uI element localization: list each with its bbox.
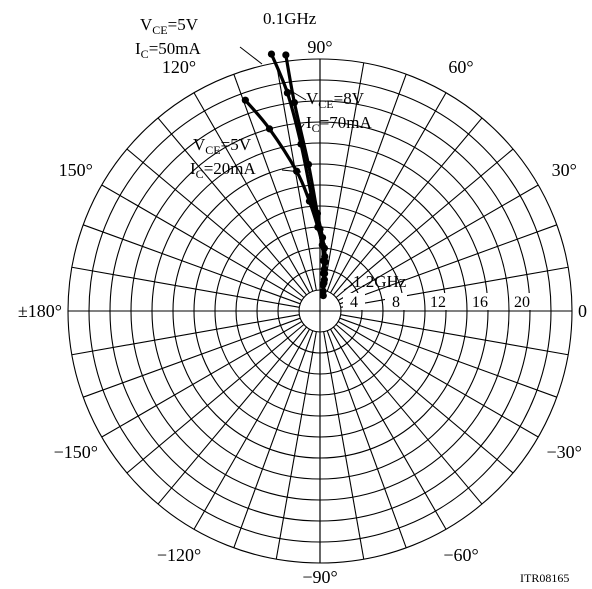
series-3-point-4 [314, 223, 322, 231]
series-1-leader [239, 46, 263, 65]
curves [241, 50, 329, 300]
series-2-label-ic: IC=70mA [306, 113, 372, 135]
series-3-point-7 [320, 269, 328, 277]
angle-label--90: −90° [302, 567, 337, 587]
grid-spoke-260 [275, 331, 317, 560]
series-labels: VCE=5V IC=50mA VCE=8V IC=70mA VCE=5V IC=… [135, 9, 407, 291]
tick-bg-8 [385, 293, 407, 310]
angle-label-90: 90° [307, 37, 332, 57]
grid-spoke-10 [340, 266, 569, 308]
grid-spoke-320 [335, 324, 514, 474]
series-2-leader-a [285, 87, 307, 101]
grid-spoke-200 [83, 317, 301, 398]
figure-id: ITR08165 [520, 571, 569, 585]
grid-spoke-60 [330, 92, 447, 294]
grid-spoke-100 [275, 62, 317, 291]
angle-label--120: −120° [157, 545, 201, 565]
grid-spoke-150 [101, 184, 303, 301]
radial-tick-label-12: 12 [430, 294, 446, 311]
series-2-point-8 [319, 287, 327, 295]
angle-label-30: 30° [552, 160, 577, 180]
tick-bg-16 [469, 293, 491, 310]
grid-spoke-250 [233, 330, 314, 548]
angle-label-60: 60° [448, 57, 473, 77]
grid-spoke-70 [326, 74, 407, 292]
series-2-label-vce: VCE=8V [306, 89, 365, 111]
series-1-point-0 [267, 50, 276, 58]
freq-start-label: 0.1GHz [263, 9, 317, 28]
series-1-label-vce: VCE=5V [140, 15, 199, 37]
angle-label-180: ±180° [18, 301, 62, 321]
grid-spoke-130 [157, 117, 307, 296]
angle-label-0: 0 [578, 301, 587, 321]
series-3-point-8 [319, 281, 327, 289]
angle-label--150: −150° [54, 442, 98, 462]
series-3-point-0 [241, 96, 249, 104]
grid-spoke-20 [339, 224, 557, 305]
grid-spoke-110 [233, 74, 314, 292]
grid-spoke-50 [333, 117, 483, 296]
series-3-point-5 [318, 241, 326, 249]
grid-spoke-190 [71, 314, 300, 356]
grid-spoke-160 [83, 224, 301, 305]
grid-spoke-310 [333, 326, 483, 505]
grid-spoke-220 [126, 324, 305, 474]
series-3-point-6 [319, 257, 328, 265]
grid-spoke-240 [193, 328, 310, 530]
tick-bg-12 [427, 293, 449, 310]
series-2-point-1 [290, 98, 299, 107]
series-3-point-3 [305, 197, 314, 205]
radial-tick-label-8: 8 [392, 294, 400, 311]
series-3-leader [281, 169, 302, 173]
grid-spoke-40 [335, 148, 514, 298]
grid-spoke-170 [71, 266, 300, 308]
angle-labels: 0 30° 60° 90° 120° 150° ±180° −150° −120° −90° −60… [18, 37, 587, 587]
polar-grid [67, 58, 573, 564]
freq-end-leader [343, 284, 353, 291]
radial-tick-label-16: 16 [472, 294, 488, 311]
grid-spoke-30 [337, 184, 539, 301]
series-3-point-1 [265, 125, 274, 133]
grid-spoke-280 [323, 331, 365, 560]
grid-spoke-230 [157, 326, 307, 505]
angle-label--30: −30° [547, 442, 582, 462]
grid-spoke-350 [340, 314, 569, 356]
grid-spoke-340 [339, 317, 557, 398]
tick-bg-4 [343, 293, 365, 310]
angle-label-150: 150° [59, 160, 93, 180]
series-1-point-1 [283, 89, 292, 97]
grid-spoke-140 [126, 148, 305, 298]
radial-ticks: 4 8 12 16 20 [343, 293, 533, 311]
tick-bg-20 [511, 293, 533, 310]
radial-tick-label-20: 20 [514, 294, 530, 311]
grid-spoke-330 [337, 321, 539, 438]
angle-label--60: −60° [443, 545, 478, 565]
series-2-leader-b [297, 123, 305, 133]
angle-label-120: 120° [162, 57, 196, 77]
freq-end-label: 1.2GHz [353, 272, 407, 291]
grid-spoke-80 [323, 62, 365, 291]
grid-spoke-290 [326, 330, 407, 548]
radial-tick-label-4: 4 [350, 294, 358, 311]
series-3-label-ic: IC=20mA [190, 159, 256, 181]
grid-spoke-210 [101, 321, 303, 438]
grid-spoke-300 [330, 328, 447, 530]
series-1-label-ic: IC=50mA [135, 39, 201, 61]
series-2-point-2 [304, 160, 313, 169]
series-2-point-0 [282, 51, 290, 59]
series-3-label-vce: VCE=5V [193, 135, 252, 157]
grid-spoke-120 [193, 92, 310, 294]
